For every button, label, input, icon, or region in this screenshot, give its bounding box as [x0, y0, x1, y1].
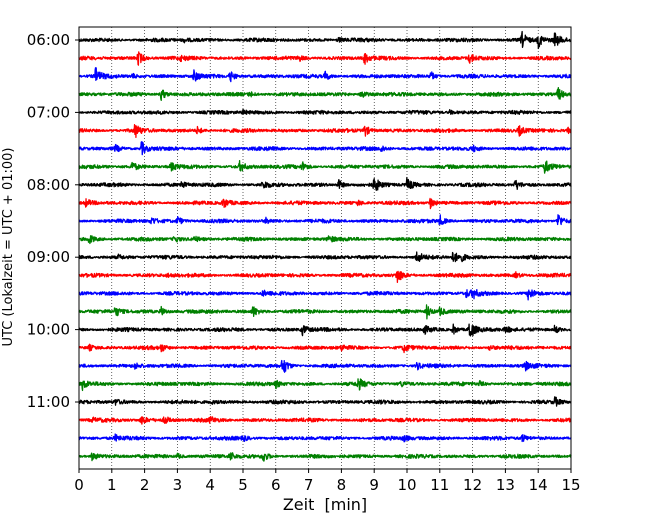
traces	[78, 30, 572, 462]
x-tick-label: 9	[369, 476, 379, 494]
trace-1045	[78, 378, 572, 392]
x-tick-label: 12	[463, 476, 482, 494]
y-tick-label: 09:00	[27, 248, 70, 266]
x-tick-label: 5	[238, 476, 248, 494]
y-axis: 06:00 07:00 08:00 09:00 10:00 11:00	[27, 31, 79, 411]
y-tick-label: 11:00	[27, 393, 70, 411]
trace-0830	[78, 214, 572, 226]
trace-0700	[78, 108, 572, 116]
trace-0645	[78, 86, 572, 101]
x-tick-label: 2	[140, 476, 150, 494]
trace-1145	[78, 452, 572, 462]
trace-0815	[78, 197, 572, 210]
trace-0800	[78, 176, 572, 191]
trace-0915	[78, 270, 572, 284]
trace-0930	[78, 288, 572, 301]
trace-0900	[78, 251, 572, 263]
x-tick-label: 14	[529, 476, 548, 494]
x-tick-label: 15	[561, 476, 580, 494]
trace-0730	[78, 141, 572, 156]
x-tick-label: 8	[337, 476, 347, 494]
x-tick-label: 10	[397, 476, 416, 494]
trace-0745	[78, 160, 572, 174]
y-axis-label: UTC (Lokalzeit = UTC + 01:00)	[1, 148, 16, 347]
trace-0845	[78, 235, 572, 245]
plot-frame	[78, 26, 572, 470]
x-tick-label: 4	[205, 476, 215, 494]
y-tick-label: 10:00	[27, 321, 70, 339]
trace-0615	[78, 51, 572, 66]
x-tick-label: 6	[271, 476, 281, 494]
x-tick-label: 13	[496, 476, 515, 494]
trace-0715	[78, 123, 572, 139]
x-axis: 0 1 2 3 4 5 6 7 8 9 10 11 12 13 14 15	[74, 469, 581, 494]
trace-1130	[78, 433, 572, 443]
trace-1015	[78, 343, 572, 354]
trace-0945	[78, 304, 572, 320]
trace-1000	[78, 323, 572, 337]
y-tick-label: 07:00	[27, 103, 70, 121]
x-tick-label: 3	[173, 476, 183, 494]
x-tick-label: 7	[304, 476, 314, 494]
trace-0600	[78, 30, 572, 50]
trace-1100	[78, 396, 572, 407]
trace-1115	[78, 415, 572, 425]
x-axis-label: Zeit [min]	[283, 495, 367, 514]
trace-1030	[78, 359, 572, 373]
y-tick-label: 06:00	[27, 31, 70, 49]
x-tick-label: 11	[430, 476, 449, 494]
y-tick-label: 08:00	[27, 176, 70, 194]
x-tick-label: 0	[74, 476, 84, 494]
x-tick-label: 1	[107, 476, 117, 494]
trace-0630	[78, 67, 572, 83]
